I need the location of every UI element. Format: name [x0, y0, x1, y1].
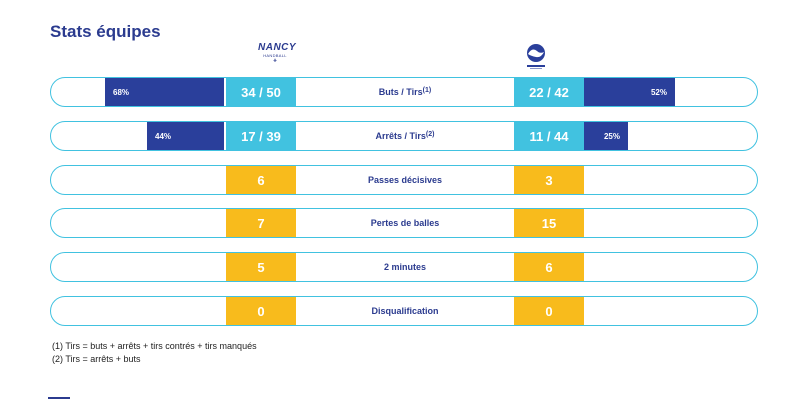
stat-label-text: Arrêts / Tirs	[375, 131, 426, 141]
stat-row: 5 2 minutes 6	[50, 252, 758, 282]
away-value: 22 / 42	[514, 78, 584, 106]
stat-label: Passes décisives	[296, 166, 514, 194]
away-value: 0	[514, 297, 584, 325]
section-title: Stats équipes	[50, 22, 161, 41]
stat-row: 44% 25% 17 / 39 Arrêts / Tirs (2) 11 / 44	[50, 121, 758, 151]
home-value: 17 / 39	[226, 122, 296, 150]
home-logo-text: NANCY	[258, 42, 297, 53]
stat-label: 2 minutes	[296, 253, 514, 281]
chambery-wave-logo-icon	[527, 44, 545, 69]
home-value: 5	[226, 253, 296, 281]
home-team-logo: NANCY HANDBALL ⚹	[258, 42, 297, 72]
home-value: 0	[226, 297, 296, 325]
home-percentage: 44%	[155, 131, 172, 141]
away-percentage-bar: 25%	[584, 122, 628, 150]
home-value: 6	[226, 166, 296, 194]
away-value: 3	[514, 166, 584, 194]
away-percentage-bar: 52%	[584, 78, 675, 106]
stat-row: 7 Pertes de balles 15	[50, 208, 758, 238]
home-value: 7	[226, 209, 296, 237]
footnote-2: (2) Tirs = arrêts + buts	[52, 354, 141, 364]
away-percentage: 52%	[650, 87, 667, 97]
home-percentage: 68%	[113, 87, 130, 97]
away-value: 11 / 44	[514, 122, 584, 150]
stat-label: Arrêts / Tirs (2)	[296, 122, 514, 150]
footnote-marker: (1)	[422, 86, 432, 94]
stat-label-text: 2 minutes	[383, 262, 426, 272]
away-percentage: 25%	[603, 131, 620, 141]
home-percentage-bar: 44%	[147, 122, 224, 150]
footnote-marker: (2)	[425, 130, 435, 138]
stat-row: 68% 52% 34 / 50 Buts / Tirs (1) 22 / 42	[50, 77, 758, 107]
stat-row: 0 Disqualification 0	[50, 296, 758, 326]
stat-label-text: Disqualification	[371, 306, 439, 316]
footnotes: (1) Tirs = buts + arrêts + tirs contrés …	[52, 340, 257, 366]
next-section-heading-cropped	[48, 393, 108, 400]
stat-label-text: Pertes de balles	[370, 218, 440, 228]
home-logo-subtext: HANDBALL	[263, 53, 287, 58]
stat-label: Buts / Tirs (1)	[296, 78, 514, 106]
away-value: 6	[514, 253, 584, 281]
away-team-logo	[521, 42, 551, 72]
stat-label: Pertes de balles	[296, 209, 514, 237]
footnote-1: (1) Tirs = buts + arrêts + tirs contrés …	[52, 341, 257, 351]
home-percentage-bar: 68%	[105, 78, 224, 106]
stat-row: 6 Passes décisives 3	[50, 165, 758, 195]
stat-label: Disqualification	[296, 297, 514, 325]
home-logo-mark-icon: ⚹	[273, 58, 277, 64]
away-value: 15	[514, 209, 584, 237]
stat-label-text: Passes décisives	[367, 175, 443, 185]
home-value: 34 / 50	[226, 78, 296, 106]
stat-label-text: Buts / Tirs	[378, 87, 423, 97]
